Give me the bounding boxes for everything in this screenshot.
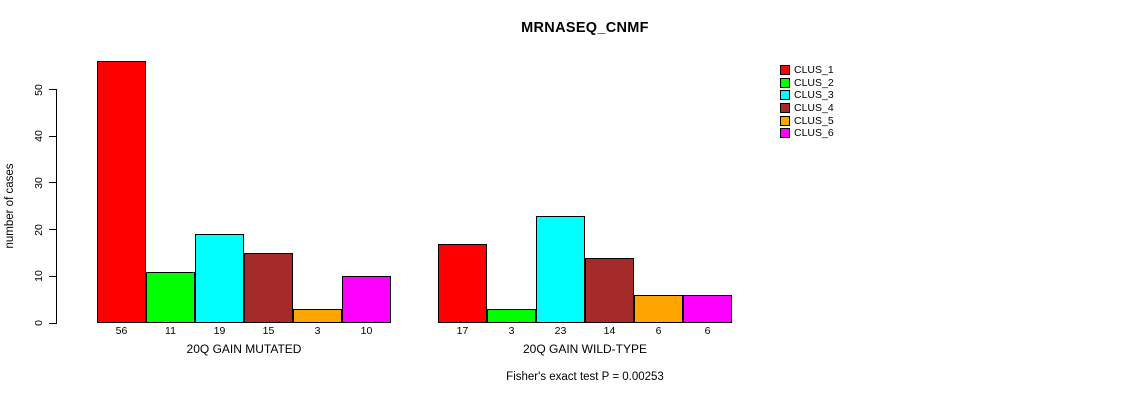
bar-clus_1 [438, 244, 487, 323]
bar-value-label: 56 [115, 325, 128, 337]
y-tick-label: 0 [33, 320, 45, 326]
legend-label: CLUS_3 [794, 89, 834, 102]
bar-value-label: 14 [603, 325, 616, 337]
legend-item: CLUS_6 [780, 127, 834, 140]
bar-clus_1 [97, 61, 146, 323]
bar-value-label: 17 [456, 325, 469, 337]
y-axis-label: number of cases [4, 163, 16, 249]
legend-swatch-icon [780, 77, 790, 88]
bar-value-label: 15 [262, 325, 275, 337]
fisher-test-text: Fisher's exact test P = 0.00253 [506, 371, 664, 383]
bar-clus_3 [195, 234, 244, 323]
legend-label: CLUS_4 [794, 102, 834, 115]
bar-clus_5 [634, 295, 683, 323]
bar-clus_6 [342, 276, 391, 323]
legend-item: CLUS_1 [780, 64, 834, 77]
y-axis-line [56, 89, 57, 324]
bar-clus_4 [585, 258, 634, 323]
legend-item: CLUS_3 [780, 89, 834, 102]
bar-clus_6 [683, 295, 732, 323]
bar-value-label: 19 [213, 325, 226, 337]
legend-label: CLUS_6 [794, 127, 834, 140]
y-tick-label: 50 [33, 83, 45, 96]
legend-label: CLUS_2 [794, 76, 834, 89]
legend-swatch-icon [780, 128, 790, 139]
group-label: 20Q GAIN MUTATED [186, 342, 302, 356]
legend-label: CLUS_5 [794, 114, 834, 127]
y-tick-mark [49, 89, 56, 90]
bar-value-label: 6 [704, 325, 711, 337]
y-tick-label: 40 [33, 130, 45, 143]
bar-value-label: 6 [655, 325, 662, 337]
y-tick-mark [49, 135, 56, 137]
bar-clus_4 [244, 253, 293, 323]
chart-title: MRNASEQ_CNMF [521, 20, 649, 36]
legend-swatch-icon [780, 65, 790, 76]
legend-item: CLUS_2 [780, 77, 834, 90]
legend-item: CLUS_5 [780, 114, 834, 127]
bar-value-label: 11 [165, 325, 176, 337]
y-tick-label: 10 [33, 270, 45, 283]
legend-swatch-icon [780, 115, 790, 126]
bar-clus_2 [487, 309, 536, 323]
y-tick-mark [49, 322, 56, 324]
bar-value-label: 3 [314, 325, 321, 337]
y-tick-mark [49, 182, 56, 184]
group-label: 20Q GAIN WILD-TYPE [522, 342, 648, 356]
legend-swatch-icon [780, 90, 790, 101]
y-tick-mark [49, 275, 56, 277]
bar-value-label: 23 [554, 325, 567, 337]
legend-swatch-icon [780, 103, 790, 114]
legend: CLUS_1 CLUS_2 CLUS_3 CLUS_4 CLUS_5 CLUS_6 [780, 64, 834, 140]
bar-clus_5 [293, 309, 342, 323]
legend-item: CLUS_4 [780, 102, 834, 115]
y-tick-label: 30 [33, 177, 45, 189]
y-tick-label: 20 [33, 223, 45, 236]
bar-value-label: 3 [508, 325, 515, 337]
y-tick-mark [49, 229, 56, 231]
bar-clus_2 [146, 272, 195, 323]
legend-label: CLUS_1 [794, 64, 834, 77]
bar-clus_3 [536, 216, 585, 323]
bar-value-label: 10 [360, 325, 373, 337]
